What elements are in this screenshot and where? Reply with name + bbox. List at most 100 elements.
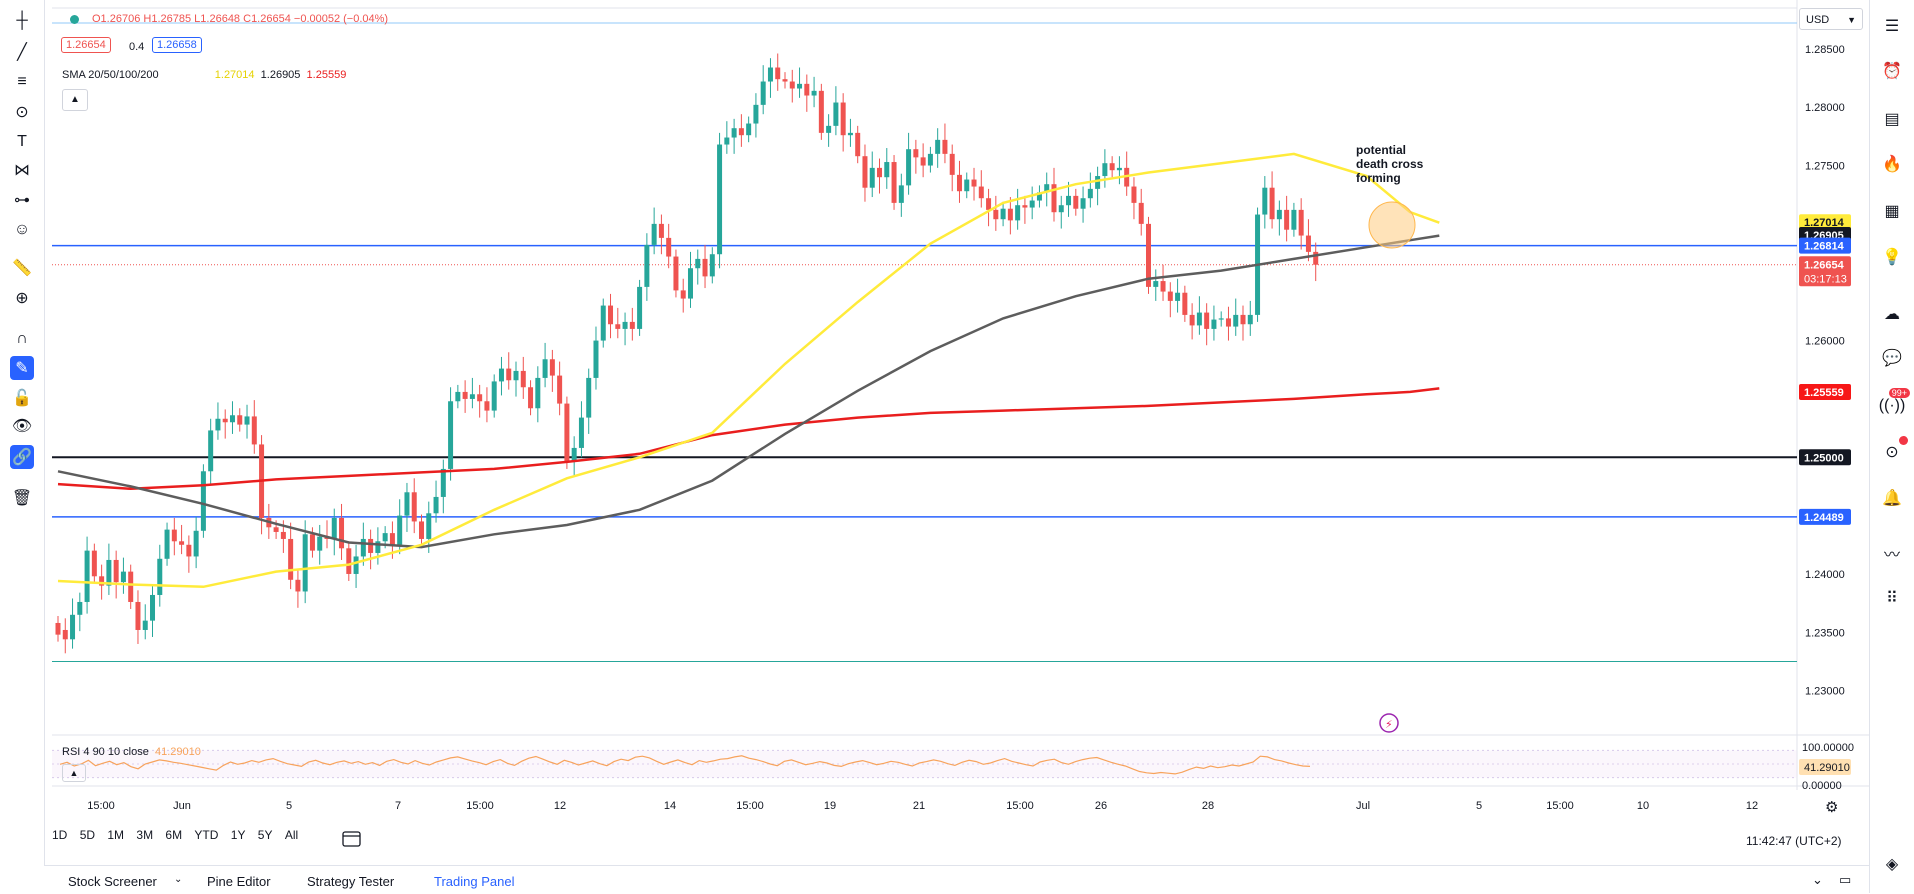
trend-line-icon[interactable]: ╱ [17, 44, 27, 61]
broadcast-icon[interactable]: ⊙ [1880, 436, 1908, 464]
candle [978, 170, 984, 208]
candle [513, 361, 519, 397]
tab-trading-panel[interactable]: Trading Panel [434, 874, 515, 889]
candle [549, 349, 555, 392]
rsi-legend[interactable]: RSI 4 90 10 close 41.29010 [62, 746, 201, 758]
candle-body [1015, 205, 1021, 221]
alarm-clock-icon[interactable]: ⏰ [1882, 63, 1902, 80]
candle-body [622, 321, 628, 329]
time-axis[interactable]: 15:00 Jun 5 7 15:00 12 14 15:00 19 21 15:00 26 28 Jul… [87, 800, 1758, 812]
tab-chevron-icon[interactable]: ⌄ [174, 874, 183, 885]
tab-stock-screener[interactable]: Stock Screener [68, 874, 157, 889]
candle [1146, 216, 1151, 294]
zoom-in-icon[interactable]: ⊕ [15, 290, 29, 307]
magnet-icon[interactable]: ∩ [16, 330, 28, 347]
tab-strategy-tester[interactable]: Strategy Tester [307, 874, 395, 889]
drawing-mode-icon[interactable]: ✎ [10, 356, 34, 380]
candle-body [884, 162, 890, 178]
layers-icon[interactable]: ◈ [1885, 856, 1899, 873]
eye-icon[interactable]: 👁 [11, 418, 33, 435]
notifications-bell-icon[interactable]: 🔔 [1882, 490, 1902, 507]
text-tool-icon[interactable]: T [17, 133, 27, 150]
x-tick-label: 15:00 [466, 800, 494, 812]
candle [520, 356, 526, 399]
candle-body [680, 290, 686, 299]
range-1d[interactable]: 1D [52, 828, 68, 842]
pattern-tool-icon[interactable]: ⋈ [14, 162, 30, 179]
candle [811, 76, 817, 108]
chat-icon[interactable]: 💬 [1882, 350, 1902, 367]
horizontal-lines-icon[interactable]: ≡ [17, 73, 27, 90]
candle-body [113, 559, 119, 583]
candle-body [513, 370, 519, 381]
trash-icon[interactable]: 🗑 [11, 490, 33, 507]
candle-body [200, 471, 206, 531]
candle [724, 121, 730, 154]
range-1m[interactable]: 1M [107, 828, 125, 842]
candle-body [295, 579, 301, 592]
crosshair-icon[interactable]: ┼ [16, 12, 28, 29]
settings-gear-icon[interactable]: ⚙ [1825, 798, 1838, 816]
range-3m[interactable]: 3M [136, 828, 154, 842]
candle [339, 503, 345, 560]
range-ytd[interactable]: YTD [194, 828, 219, 842]
maximize-panel-icon[interactable]: ▭ [1839, 872, 1852, 887]
candle [164, 522, 170, 566]
candle-body [164, 529, 170, 559]
rsi-collapse-icon[interactable]: ▲ [62, 764, 86, 782]
candle-body [55, 622, 61, 635]
watchlist-icon[interactable]: ☰ [1884, 18, 1900, 35]
ruler-icon[interactable]: 📏 [12, 260, 32, 277]
chevron-up-icon[interactable]: ▲ [62, 89, 88, 111]
trend-icon[interactable]: 〰 [1883, 547, 1900, 564]
clock[interactable]: 11:42:47 (UTC+2) [1746, 834, 1842, 848]
lightning-icon[interactable]: ⚡ [1379, 713, 1399, 733]
candle [1196, 296, 1202, 335]
currency-select[interactable]: USD ▼ [1799, 8, 1863, 30]
candle-body [549, 359, 555, 376]
candle-body [280, 531, 286, 539]
candle-body [1022, 205, 1028, 208]
collapse-panel-icon[interactable]: ⌄ [1812, 872, 1823, 887]
tag-rsi: 41.29010 [1804, 762, 1850, 774]
candle-body [77, 601, 83, 615]
calendar-icon[interactable]: ▦ [1884, 203, 1900, 220]
link-icon[interactable]: 🔗 [10, 445, 34, 469]
prediction-tool-icon[interactable]: ⊶ [14, 192, 30, 209]
candle-body [811, 90, 817, 96]
ideas-lightbulb-icon[interactable]: 💡 [1882, 249, 1902, 266]
candle [1124, 151, 1130, 196]
candle-body [448, 401, 454, 469]
candle [237, 408, 243, 432]
candle [208, 418, 214, 486]
sma-legend[interactable]: SMA 20/50/100/200 1.27014 1.26905 1.2555… [62, 69, 346, 81]
candle [324, 520, 330, 549]
candle [782, 72, 788, 89]
sell-price-box[interactable]: 1.26654 [61, 37, 111, 53]
cloud-icon[interactable]: ☁ [1884, 306, 1900, 323]
pitchfork-icon[interactable]: ⊙ [15, 104, 29, 121]
range-1y[interactable]: 1Y [230, 828, 246, 842]
candle-body [360, 538, 366, 557]
range-all[interactable]: All [284, 828, 299, 842]
lock-icon[interactable]: 🔓 [12, 390, 32, 407]
range-6m[interactable]: 6M [165, 828, 183, 842]
candle-body [898, 185, 904, 203]
candle-body [440, 468, 446, 497]
buy-price-box[interactable]: 1.26658 [152, 37, 202, 53]
candle-body [862, 156, 868, 188]
candle-body [1225, 318, 1231, 327]
more-dots-icon[interactable]: ⠿ [1886, 590, 1898, 607]
emoji-icon[interactable]: ☺ [13, 221, 31, 238]
range-5d[interactable]: 5D [79, 828, 96, 842]
hotlist-fire-icon[interactable]: 🔥 [1882, 156, 1902, 173]
range-5y[interactable]: 5Y [257, 828, 273, 842]
chart-canvas[interactable]: 1.285001.280001.275001.265301.260001.250… [0, 0, 1870, 865]
tab-pine-editor[interactable]: Pine Editor [207, 874, 271, 889]
date-range-icon[interactable] [342, 831, 361, 847]
price-axis[interactable]: 1.285001.280001.275001.265301.260001.250… [1802, 44, 1854, 792]
details-icon[interactable]: ▤ [1884, 111, 1900, 128]
streams-icon[interactable]: ((·)) 99+ [1879, 388, 1910, 418]
candle [906, 132, 912, 195]
candle [1007, 197, 1013, 235]
